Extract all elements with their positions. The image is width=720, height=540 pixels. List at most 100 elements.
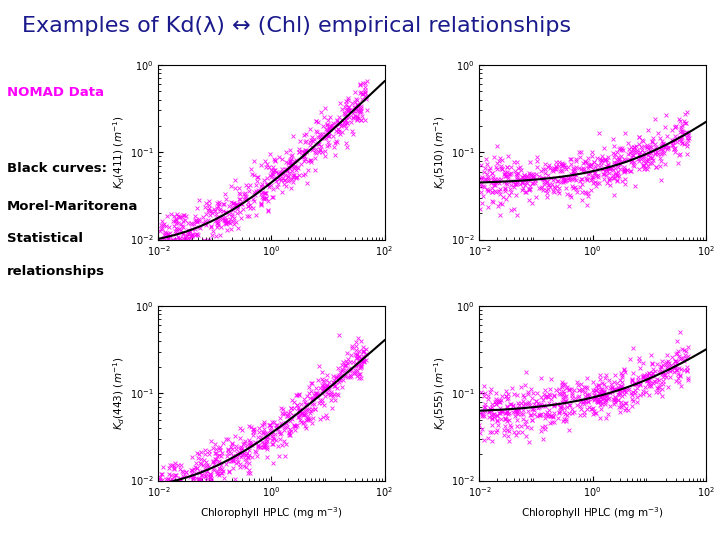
- Point: [238, 462, 250, 470]
- Point: [618, 386, 629, 395]
- Point: [212, 222, 223, 231]
- Point: [351, 112, 363, 120]
- Point: [313, 140, 325, 149]
- Point: [295, 417, 307, 426]
- Point: [487, 173, 498, 181]
- Point: [613, 155, 625, 164]
- Point: [266, 169, 278, 178]
- Point: [207, 226, 218, 235]
- Point: [637, 162, 649, 171]
- Point: [624, 355, 636, 364]
- Point: [325, 125, 336, 134]
- Point: [515, 421, 526, 430]
- Point: [654, 375, 665, 384]
- Point: [544, 406, 555, 415]
- Point: [505, 206, 517, 214]
- Point: [486, 184, 498, 193]
- Point: [643, 381, 654, 390]
- Point: [178, 481, 189, 490]
- Point: [165, 210, 176, 218]
- Point: [549, 391, 560, 400]
- Point: [554, 166, 565, 175]
- Point: [666, 140, 678, 149]
- Point: [328, 392, 339, 400]
- Point: [608, 160, 619, 168]
- Point: [503, 432, 514, 441]
- Point: [622, 155, 634, 164]
- Point: [269, 154, 280, 163]
- Point: [672, 374, 684, 382]
- Point: [565, 170, 577, 179]
- Point: [193, 217, 204, 226]
- Point: [187, 473, 199, 482]
- Point: [576, 387, 588, 395]
- Point: [530, 170, 541, 179]
- Point: [649, 114, 661, 123]
- Point: [258, 442, 270, 451]
- Point: [510, 409, 522, 418]
- Point: [256, 181, 267, 190]
- Point: [601, 166, 613, 175]
- Point: [667, 366, 678, 375]
- Point: [300, 169, 311, 178]
- Point: [539, 165, 550, 173]
- Point: [345, 371, 356, 380]
- Point: [654, 365, 665, 374]
- Point: [502, 406, 513, 415]
- Point: [580, 383, 592, 391]
- Point: [179, 233, 191, 241]
- Point: [170, 217, 181, 226]
- Point: [264, 150, 275, 158]
- Point: [236, 199, 248, 208]
- Point: [186, 220, 198, 228]
- Point: [643, 369, 654, 377]
- Point: [538, 396, 549, 404]
- Point: [647, 365, 659, 374]
- Point: [677, 133, 688, 141]
- Point: [620, 404, 631, 413]
- Point: [540, 186, 552, 194]
- Point: [595, 393, 607, 401]
- Point: [233, 189, 245, 198]
- Point: [176, 213, 188, 221]
- Point: [311, 392, 323, 401]
- Point: [499, 184, 510, 193]
- Point: [664, 366, 675, 374]
- Point: [351, 346, 362, 355]
- Point: [513, 410, 524, 418]
- Point: [534, 400, 545, 409]
- Point: [162, 474, 174, 483]
- Point: [154, 490, 166, 498]
- Point: [495, 397, 506, 406]
- Point: [297, 151, 309, 159]
- Point: [339, 372, 351, 381]
- Point: [538, 179, 549, 188]
- Point: [485, 387, 496, 396]
- Point: [355, 362, 366, 371]
- Point: [476, 182, 487, 191]
- Point: [321, 371, 333, 380]
- Point: [616, 392, 627, 400]
- Point: [594, 389, 606, 397]
- Point: [578, 383, 590, 391]
- Point: [672, 133, 684, 141]
- Point: [259, 428, 271, 437]
- Point: [287, 410, 298, 419]
- Point: [155, 487, 166, 496]
- Y-axis label: $K_d(555)\ (m^{-1})$: $K_d(555)\ (m^{-1})$: [433, 356, 448, 430]
- Point: [359, 91, 370, 100]
- Point: [656, 137, 667, 146]
- Point: [548, 400, 559, 408]
- Point: [641, 150, 652, 158]
- Point: [360, 350, 372, 359]
- Point: [195, 471, 207, 480]
- Point: [571, 401, 582, 409]
- Point: [616, 370, 627, 379]
- Point: [513, 174, 525, 183]
- Point: [334, 119, 346, 127]
- Point: [501, 402, 513, 410]
- Point: [174, 236, 185, 245]
- Point: [351, 372, 363, 381]
- Point: [293, 145, 305, 153]
- Point: [487, 410, 498, 418]
